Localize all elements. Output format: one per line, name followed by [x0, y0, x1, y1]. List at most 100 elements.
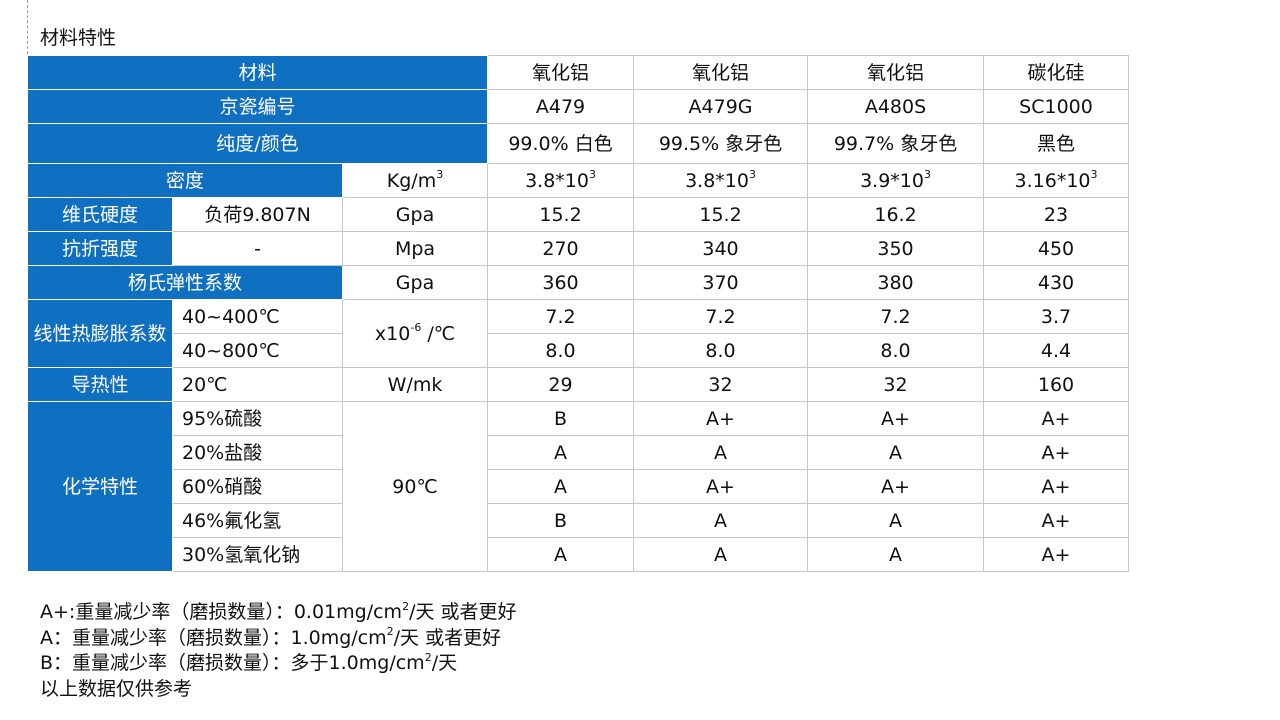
table-cell: 32: [807, 367, 985, 402]
unit-cell: Kg/m3: [341, 163, 489, 198]
disclaimer: 以上数据仅供参考: [40, 677, 193, 700]
table-cell: 7.2: [633, 299, 809, 334]
table-cell: A: [487, 537, 635, 572]
table-cell: A: [487, 469, 635, 504]
table-cell: 29: [487, 367, 635, 402]
table-cell: 32: [633, 367, 809, 402]
condition-cell: 20%盐酸: [172, 435, 343, 470]
header-cell: 京瓷编号: [26, 89, 489, 124]
condition-cell: 60%硝酸: [172, 469, 343, 504]
table-cell: A: [807, 503, 985, 538]
table-cell: A+: [983, 435, 1130, 470]
condition-cell: 95%硫酸: [172, 401, 343, 436]
table-row: 维氏硬度 负荷9.807N Gpa 15.2 15.2 16.2 23: [27, 197, 1130, 232]
table-cell: 3.16*103: [983, 163, 1130, 198]
note-b: B：重量减少率（磨损数量）：多于1.0mg/cm2/天: [40, 650, 458, 674]
table-cell: A+: [633, 469, 809, 504]
table-cell: 15.2: [633, 197, 809, 232]
header-cell: 抗折强度: [27, 231, 173, 266]
table-cell: 3.8*103: [633, 163, 809, 198]
note-a-plus: A+:重量减少率（磨损数量）：0.01mg/cm2/天 或者更好: [40, 599, 517, 623]
table-row: 材料 氧化铝 氧化铝 氧化铝 碳化硅: [26, 55, 1130, 90]
table-row: 抗折强度 - Mpa 270 340 350 450: [27, 231, 1130, 266]
condition-cell: 20℃: [172, 367, 343, 402]
unit-cell: Gpa: [341, 197, 489, 232]
condition-cell: 40~800℃: [172, 333, 343, 368]
material-properties-table: 材料 氧化铝 氧化铝 氧化铝 碳化硅 京瓷编号 A479 A479G A480S…: [26, 55, 1130, 572]
table-cell: B: [487, 503, 635, 538]
table-cell: 340: [633, 231, 809, 266]
table-cell: A+: [633, 401, 809, 436]
unit-cell: x10-6 /℃: [341, 299, 489, 368]
table-cell: 99.0% 白色: [487, 123, 635, 164]
table-cell: A+: [807, 401, 985, 436]
table-cell: A+: [983, 401, 1130, 436]
table-cell: A479G: [633, 89, 809, 124]
table-row: 40~800℃ 8.0 8.0 8.0 4.4: [28, 333, 1130, 368]
table-row: 密度 Kg/m3 3.8*103 3.8*103 3.9*103 3.16*10…: [27, 163, 1130, 198]
table-cell: 8.0: [633, 333, 809, 368]
table-cell: 7.2: [807, 299, 985, 334]
table-cell: 15.2: [487, 197, 635, 232]
header-cell: 密度: [27, 163, 343, 198]
table-cell: 99.7% 象牙色: [807, 123, 985, 164]
table-cell: 氧化铝: [487, 55, 635, 90]
unit-cell: W/mk: [341, 367, 489, 402]
table-cell: 450: [983, 231, 1130, 266]
table-cell: 360: [487, 265, 635, 300]
table-row: 导热性 20℃ W/mk 29 32 32 160: [27, 367, 1130, 402]
table-row: 化学特性 95%硫酸 90℃ B A+ A+ A+: [27, 401, 1130, 572]
unit-cell: Mpa: [341, 231, 489, 266]
header-cell: 杨氏弹性系数: [27, 265, 343, 300]
table-cell: 氧化铝: [633, 55, 809, 90]
table-cell: A+: [983, 503, 1130, 538]
header-cell: 化学特性: [27, 401, 173, 572]
header-cell: 纯度/颜色: [26, 123, 489, 164]
table-cell: 3.9*103: [807, 163, 985, 198]
table-cell: 370: [633, 265, 809, 300]
table-cell: 黑色: [983, 123, 1130, 164]
table-cell: 8.0: [807, 333, 985, 368]
condition-cell: 30%氢氧化钠: [172, 537, 343, 572]
table-row: 30%氢氧化钠 A A A A+: [28, 537, 1130, 572]
guide-line: [27, 0, 28, 54]
table-cell: 350: [807, 231, 985, 266]
header-cell: 线性热膨胀系数: [27, 299, 173, 368]
condition-cell: 负荷9.807N: [172, 197, 343, 232]
table-row: 京瓷编号 A479 A479G A480S SC1000: [26, 89, 1130, 124]
table-cell: A+: [807, 469, 985, 504]
condition-cell: -: [172, 231, 343, 266]
section-title: 材料特性: [40, 27, 117, 49]
header-cell: 材料: [26, 55, 489, 90]
header-cell: 维氏硬度: [27, 197, 173, 232]
table-row: 60%硝酸 A A+ A+ A+: [28, 469, 1130, 504]
table-cell: 3.7: [983, 299, 1130, 334]
header-cell: 导热性: [27, 367, 173, 402]
table-cell: 430: [983, 265, 1130, 300]
table-cell: 氧化铝: [807, 55, 985, 90]
table-cell: 99.5% 象牙色: [633, 123, 809, 164]
table-cell: 270: [487, 231, 635, 266]
table-row: 线性热膨胀系数 40~400℃ x10-6 /℃ 7.2 7.2 7.2 3.7: [27, 299, 1130, 368]
table-row: 杨氏弹性系数 Gpa 360 370 380 430: [27, 265, 1130, 300]
table-row: 纯度/颜色 99.0% 白色 99.5% 象牙色 99.7% 象牙色 黑色: [26, 123, 1130, 164]
unit-cell: 90℃: [341, 401, 489, 572]
table-cell: 4.4: [983, 333, 1130, 368]
table-cell: 380: [807, 265, 985, 300]
table-row: 46%氟化氢 B A A A+: [28, 503, 1130, 538]
table-row: 20%盐酸 A A A A+: [28, 435, 1130, 470]
table-cell: A+: [983, 537, 1130, 572]
table-cell: 16.2: [807, 197, 985, 232]
table-cell: A: [807, 537, 985, 572]
table-cell: 3.8*103: [487, 163, 635, 198]
table-cell: 160: [983, 367, 1130, 402]
table-cell: A: [633, 435, 809, 470]
table-cell: A: [633, 537, 809, 572]
table-cell: 碳化硅: [983, 55, 1130, 90]
table-cell: A480S: [807, 89, 985, 124]
note-a: A：重量减少率（磨损数量）：1.0mg/cm2/天 或者更好: [40, 625, 502, 649]
table-cell: 7.2: [487, 299, 635, 334]
table-cell: SC1000: [983, 89, 1130, 124]
table-cell: A+: [983, 469, 1130, 504]
